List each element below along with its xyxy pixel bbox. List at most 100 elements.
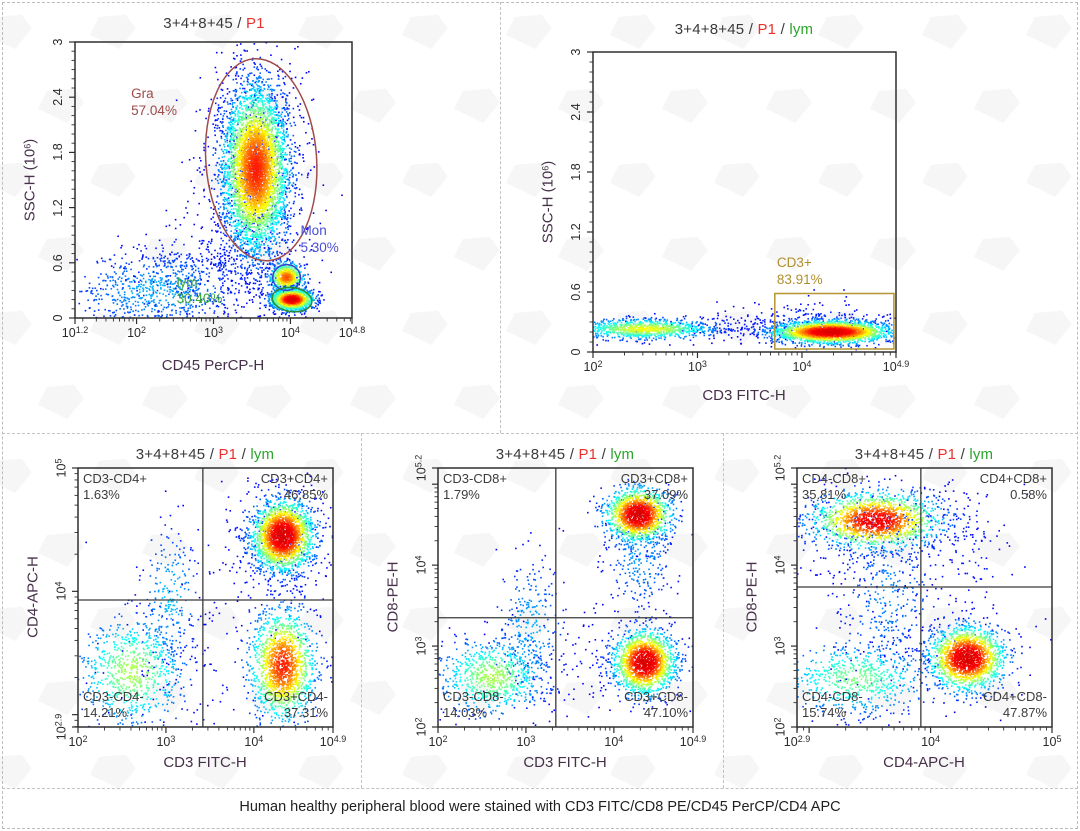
y-tick-label: 2.4 xyxy=(51,88,65,106)
x-tick-label: 104.9 xyxy=(679,734,707,749)
gate-label-gra: Gra 57.04% xyxy=(131,86,177,119)
x-axis-label: CD3 FITC-H xyxy=(163,754,247,771)
gate-label-line: 83.91% xyxy=(776,271,823,287)
y-tick-label: 104 xyxy=(413,555,429,575)
y-tick-label: 1.8 xyxy=(51,143,65,162)
plot-title-segment: lym xyxy=(250,446,275,463)
quadrant-label-line: CD3-CD4+ xyxy=(83,471,147,486)
gate-label-line: lym xyxy=(176,274,198,290)
plot-title: 3+4+8+45 / P1 xyxy=(163,15,264,32)
plot-title-segment: P1 xyxy=(245,15,265,32)
x-tick-label: 104.9 xyxy=(319,734,347,749)
y-tick-label: 2.4 xyxy=(569,103,583,121)
plot-title-segment: P1 xyxy=(757,21,777,38)
gate-label-mon: Mon 5.30% xyxy=(300,223,338,256)
quadrant-label-br: CD4+CD8- 47.87% xyxy=(983,689,1047,721)
x-tick-label: 102.9 xyxy=(783,734,811,749)
y-tick-label: 104 xyxy=(772,555,788,575)
quadrant-label-line: CD4+CD8- xyxy=(983,689,1047,704)
x-tick-label: 104.8 xyxy=(338,325,366,340)
gate-label-line: 57.04% xyxy=(131,102,177,118)
quadrant-label-line: 47.10% xyxy=(643,705,688,720)
quadrant-label-line: CD3+CD4- xyxy=(264,689,328,704)
quadrant-label-tr: CD4+CD8+ 0.58% xyxy=(980,471,1047,503)
figure-caption: Human healthy peripheral blood were stai… xyxy=(239,799,841,815)
y-tick-label: 3 xyxy=(569,48,583,56)
x-tick-label: 104.9 xyxy=(882,359,910,374)
gate-label-line: Gra xyxy=(131,86,154,102)
x-tick-label: 103 xyxy=(204,325,223,340)
quadrant-label-line: CD4-CD8- xyxy=(802,689,863,704)
quadrant-label-line: 14.21% xyxy=(83,705,128,720)
y-axis-label: CD4-APC-H xyxy=(24,556,42,638)
quadrant-label-line: CD3+CD4+ xyxy=(260,471,328,486)
plot-title-segment: 3+4+8+45 / xyxy=(135,446,219,463)
x-tick-label: 104 xyxy=(244,734,264,749)
y-tick-label: 0 xyxy=(569,348,583,356)
x-tick-label: 103 xyxy=(688,359,707,374)
y-tick-label: 1.2 xyxy=(569,223,583,241)
x-tick-label: 103 xyxy=(516,734,536,749)
quadrant-label-tl: CD4-CD8+ 35.81% xyxy=(802,471,866,503)
quadrant-label-bl: CD4-CD8- 15.74% xyxy=(802,689,863,721)
plot-title: 3+4+8+45 / P1 / lym xyxy=(675,21,814,38)
plot-title-segment: 3+4+8+45 / xyxy=(163,15,246,32)
plot-title-segment: / xyxy=(956,446,970,463)
x-tick-label: 105 xyxy=(1042,734,1062,749)
x-tick-label: 104 xyxy=(604,734,624,749)
y-tick-label: 105.2 xyxy=(413,454,429,482)
x-axis-label: CD4-APC-H xyxy=(883,754,965,771)
gate-label-line: CD3+ xyxy=(776,255,812,270)
y-tick-label: 0.6 xyxy=(569,283,583,301)
x-tick-label: 104 xyxy=(280,325,300,340)
quadrant-label-bl: CD3-CD4- 14.21% xyxy=(83,689,144,721)
quadrant-label-line: 15.74% xyxy=(802,705,847,720)
plot-title-segment: 3+4+8+45 / xyxy=(495,446,579,463)
y-axis-label: CD8-PE-H xyxy=(743,561,761,633)
plot-title-segment: 3+4+8+45 / xyxy=(854,446,938,463)
plot-title-segment: P1 xyxy=(937,446,957,463)
quadrant-label-line: CD3+CD8+ xyxy=(620,471,688,486)
y-tick-label: 102.9 xyxy=(53,713,69,741)
x-tick-label: 101.2 xyxy=(61,325,89,340)
plot-title-segment: 3+4+8+45 / xyxy=(674,21,758,38)
quadrant-label-line: CD3-CD4- xyxy=(83,689,144,704)
y-axis-label: CD8-PE-H xyxy=(384,561,402,633)
quadrant-label-line: 46.85% xyxy=(283,487,328,502)
y-tick-label: 104 xyxy=(53,581,69,601)
plot-title-segment: lym xyxy=(789,21,814,38)
plot-title: 3+4+8+45 / P1 / lym xyxy=(136,446,275,463)
plot-title-segment: / xyxy=(597,446,611,463)
quadrant-label-line: 1.63% xyxy=(83,487,120,502)
gate-label-cd3: CD3+ 83.91% xyxy=(777,255,823,288)
plot-title-segment: P1 xyxy=(218,446,238,463)
quadrant-label-line: 37.09% xyxy=(643,487,688,502)
y-tick-label: 1.8 xyxy=(569,163,583,181)
x-axis-label: CD45 PerCP-H xyxy=(161,357,265,374)
x-tick-label: 102 xyxy=(428,734,448,749)
quadrant-label-br: CD3+CD4- 37.31% xyxy=(264,689,328,721)
gate-label-line: 5.30% xyxy=(300,239,339,255)
plot-title: 3+4+8+45 / P1 / lym xyxy=(496,446,635,463)
quadrant-label-bl: CD3-CD8- 14.03% xyxy=(443,689,504,721)
y-tick-label: 103 xyxy=(772,636,788,656)
y-tick-label: 103 xyxy=(413,636,429,656)
x-axis-label: CD3 FITC-H xyxy=(523,754,607,771)
quadrant-label-line: 14.03% xyxy=(443,705,488,720)
gate-label-lym: lym 30.40% xyxy=(177,275,223,308)
y-axis-label: SSC-H (106) xyxy=(539,160,557,244)
quadrant-label-line: 1.79% xyxy=(443,487,480,502)
y-tick-label: 105.2 xyxy=(772,454,788,482)
x-tick-label: 104 xyxy=(921,734,941,749)
quadrant-label-line: 0.58% xyxy=(1010,487,1047,502)
y-tick-label: 3 xyxy=(51,38,65,46)
y-tick-label: 1.2 xyxy=(51,198,65,217)
quadrant-label-br: CD3+CD8- 47.10% xyxy=(624,689,688,721)
gate-label-line: Mon xyxy=(300,223,327,239)
